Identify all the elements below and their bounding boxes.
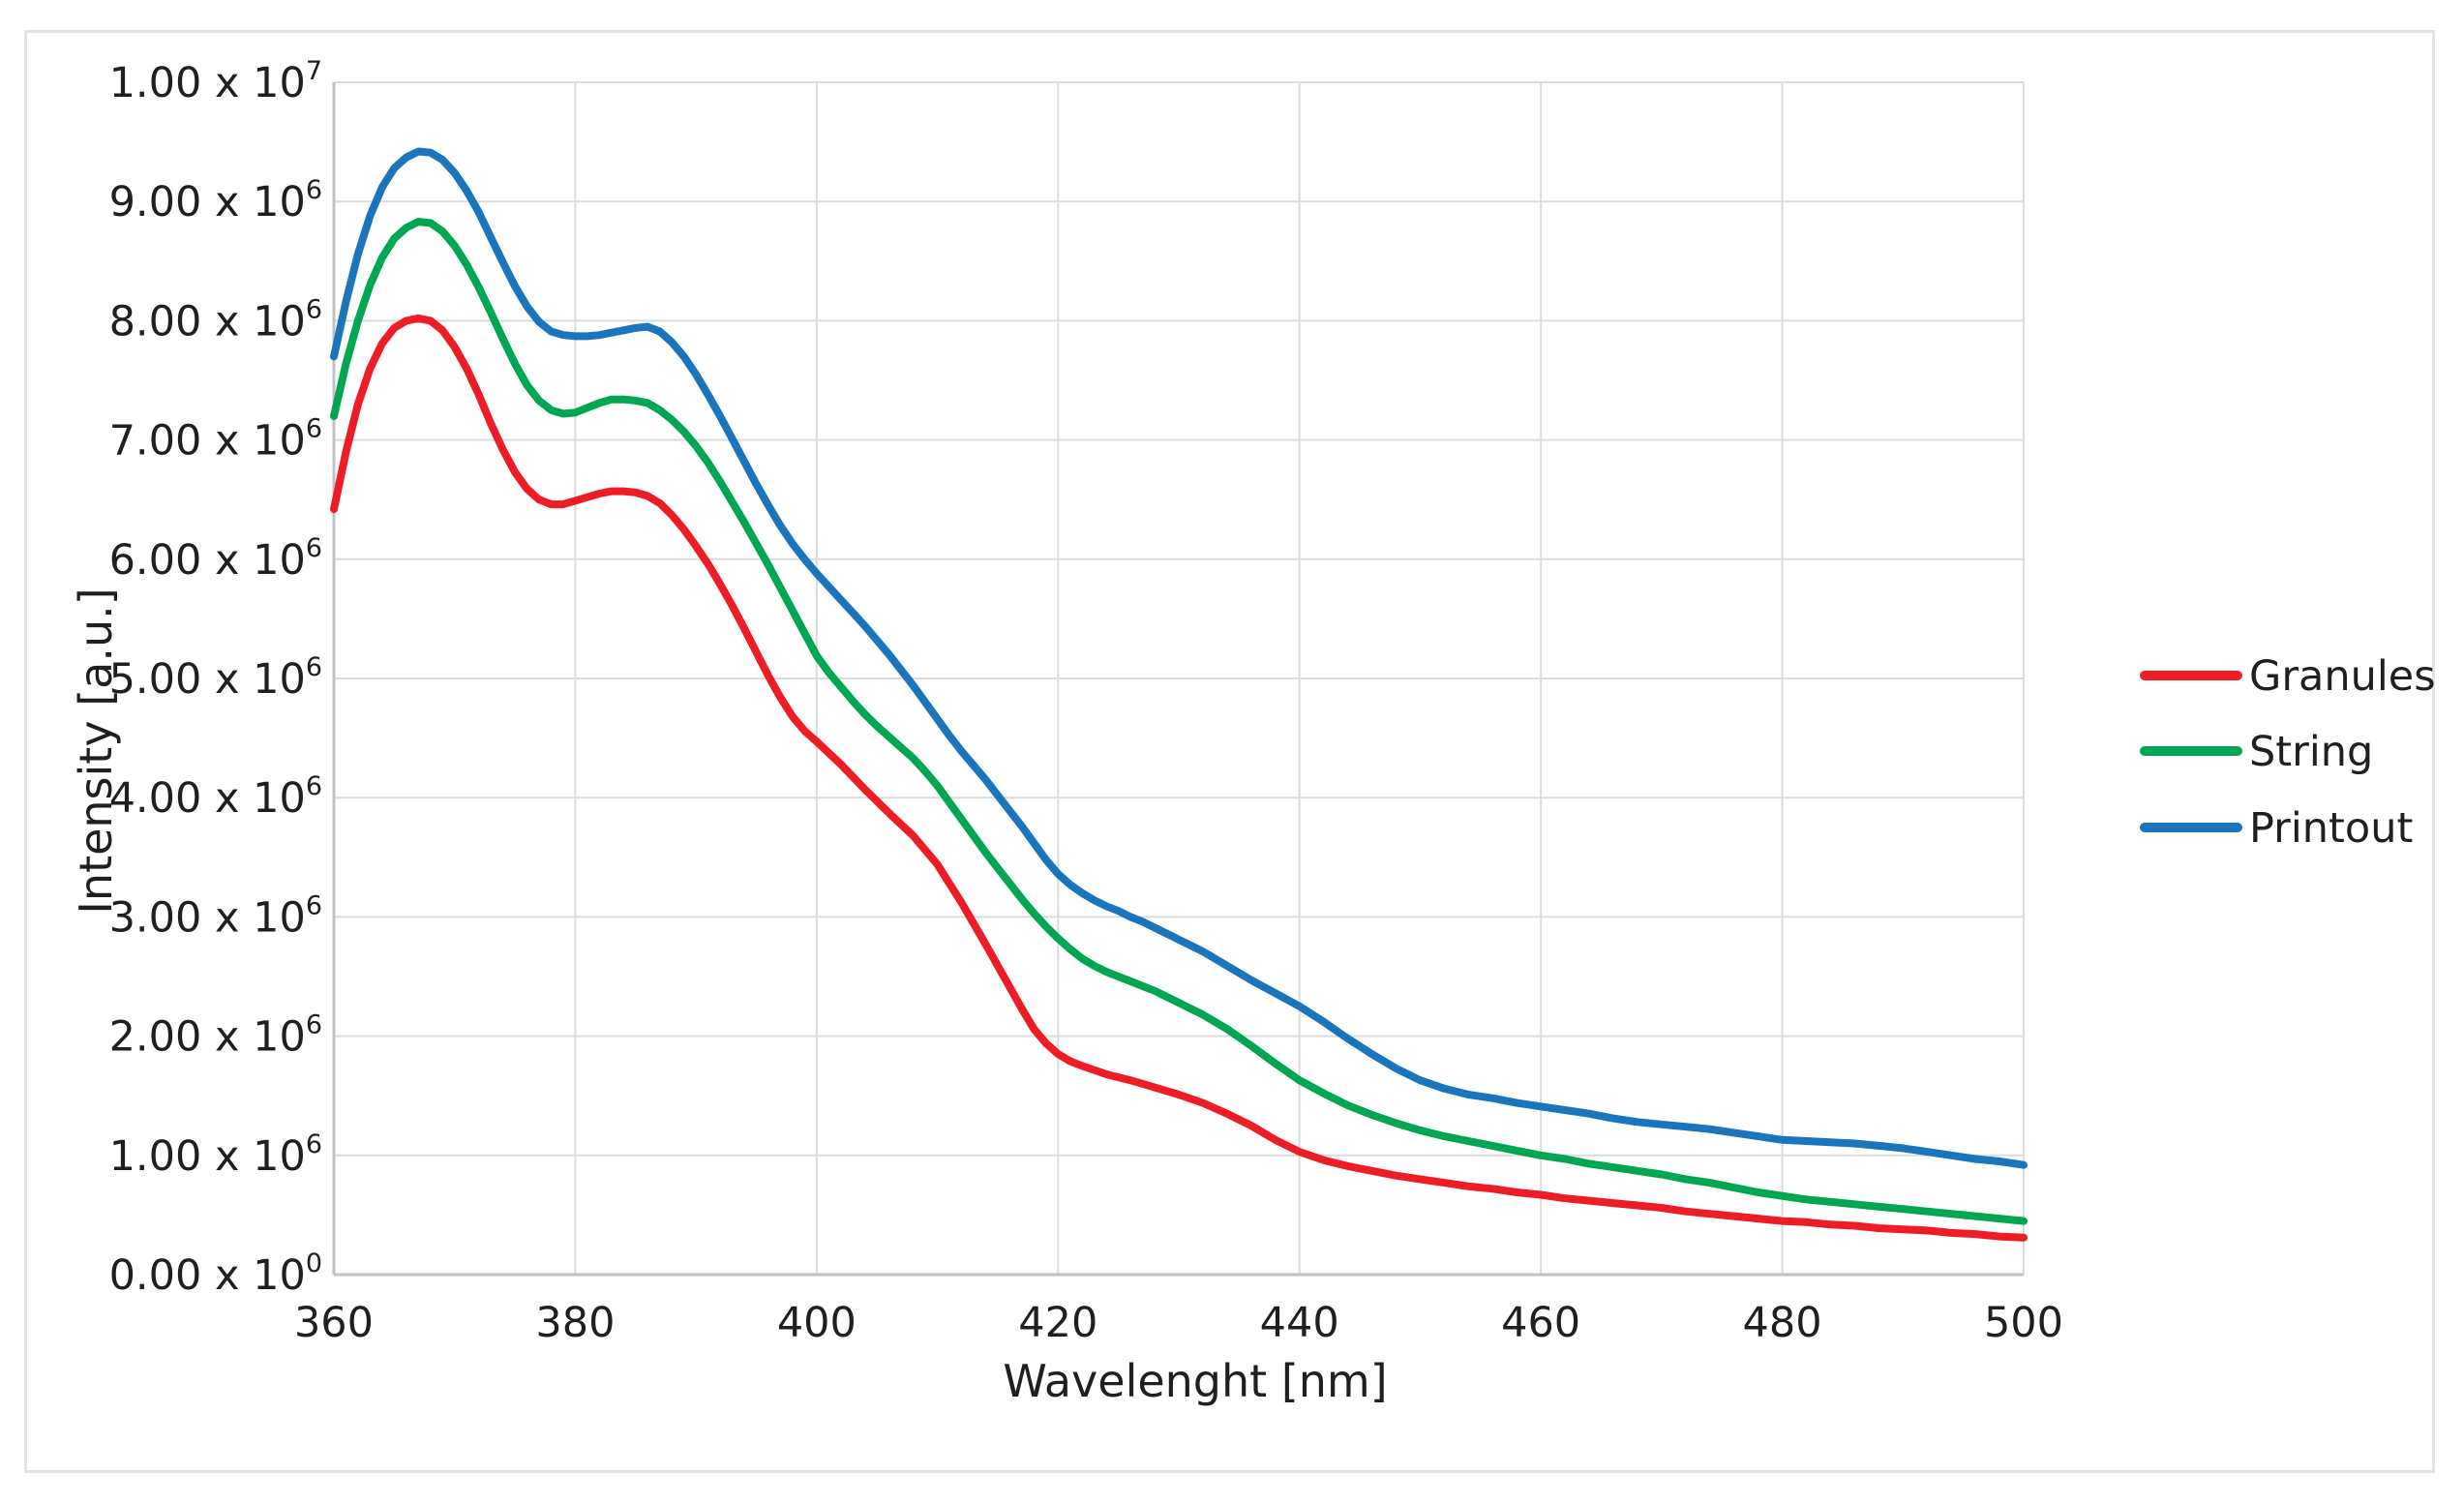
series-string-line bbox=[330, 218, 2028, 1225]
x-tick-label: 420 bbox=[1018, 1299, 1097, 1347]
y-tick-label: 1.00 x 107 bbox=[109, 56, 322, 107]
x-tick-label: 480 bbox=[1743, 1299, 1822, 1347]
y-tick-label: 7.00 x 106 bbox=[109, 414, 322, 466]
series-lines bbox=[330, 147, 2028, 1242]
y-axis-tick-labels: 0.00 x 100 1.00 x 106 2.00 x 106 3.00 x 106… bbox=[109, 56, 322, 1300]
legend-label-string: String bbox=[2249, 728, 2373, 776]
legend-label-granules: Granules bbox=[2249, 652, 2436, 701]
y-axis-title: Intensity [a.u.] bbox=[70, 587, 122, 914]
y-tick-label: 3.00 x 106 bbox=[109, 890, 322, 942]
series-printout-line bbox=[330, 147, 2028, 1169]
y-tick-label: 8.00 x 106 bbox=[109, 294, 322, 346]
series-granules-line bbox=[330, 314, 2028, 1242]
axes bbox=[332, 82, 2024, 1277]
legend: Granules String Printout bbox=[2140, 652, 2436, 853]
gridlines bbox=[334, 81, 2025, 1275]
x-tick-label: 360 bbox=[294, 1299, 374, 1347]
x-axis-title: Wavelenght [nm] bbox=[1003, 1355, 1387, 1407]
y-tick-label: 2.00 x 106 bbox=[109, 1010, 322, 1062]
y-tick-label: 4.00 x 106 bbox=[109, 771, 322, 823]
y-tick-label: 5.00 x 106 bbox=[109, 652, 322, 704]
x-axis-tick-labels: 360 380 400 420 440 460 480 500 bbox=[294, 1299, 2063, 1347]
y-tick-label: 1.00 x 106 bbox=[109, 1129, 322, 1181]
x-tick-label: 380 bbox=[535, 1299, 615, 1347]
y-tick-label: 6.00 x 106 bbox=[109, 533, 322, 585]
x-tick-label: 460 bbox=[1501, 1299, 1580, 1347]
x-tick-label: 440 bbox=[1260, 1299, 1339, 1347]
figure-border bbox=[24, 30, 2435, 1473]
x-tick-label: 500 bbox=[1984, 1299, 2063, 1347]
x-tick-label: 400 bbox=[777, 1299, 856, 1347]
y-tick-label: 0.00 x 100 bbox=[109, 1248, 322, 1300]
legend-label-printout: Printout bbox=[2249, 804, 2413, 853]
y-tick-label: 9.00 x 106 bbox=[109, 175, 322, 226]
